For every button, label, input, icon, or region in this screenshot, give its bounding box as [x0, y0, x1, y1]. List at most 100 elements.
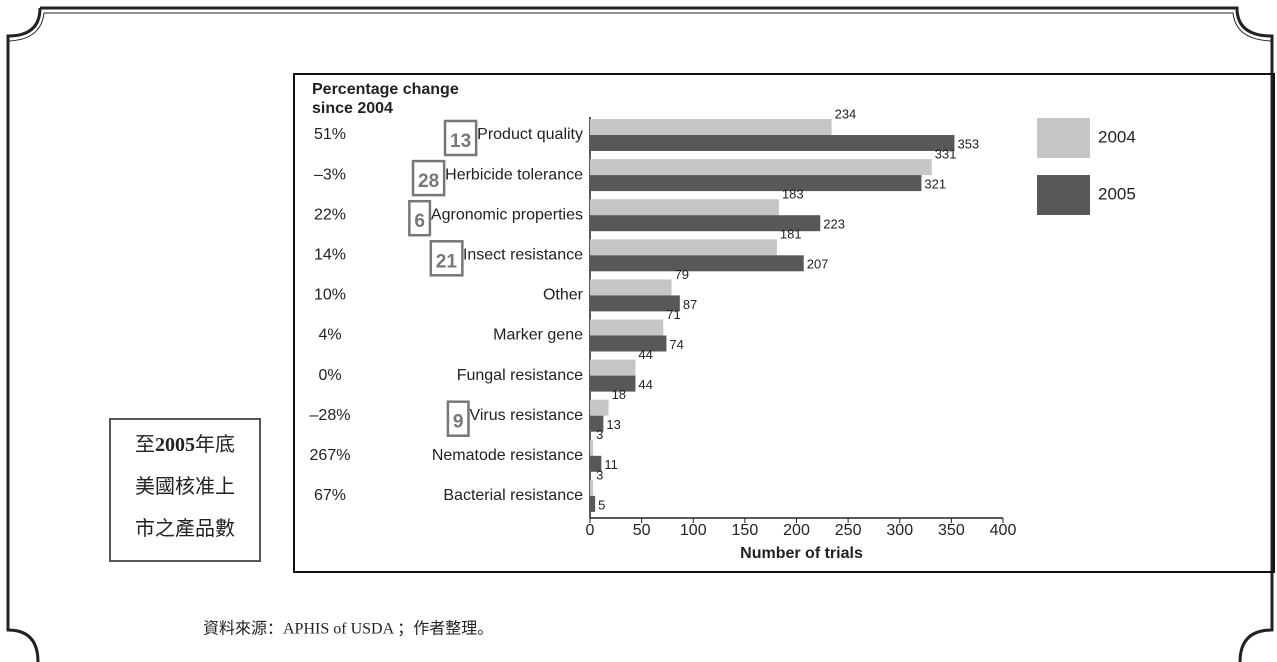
x-tick-label: 100 — [680, 522, 707, 539]
value-label: 44 — [638, 347, 652, 362]
x-tick-label: 250 — [835, 522, 862, 539]
legend-swatch — [1037, 118, 1090, 158]
value-label: 183 — [782, 187, 804, 202]
side-note-part: 年底 — [195, 433, 235, 456]
value-label: 87 — [683, 297, 697, 312]
bar — [590, 479, 594, 496]
bar — [590, 495, 596, 512]
percent-change: –3% — [314, 166, 346, 183]
side-note: 美國核准上 — [135, 475, 235, 498]
percent-change: 14% — [314, 247, 346, 264]
bar — [590, 319, 664, 336]
percent-change: 267% — [310, 447, 351, 464]
x-tick-label: 150 — [732, 522, 759, 539]
category-label: Marker gene — [493, 327, 583, 344]
category-label: Herbicide tolerance — [445, 166, 583, 183]
approved-box — [446, 400, 470, 437]
x-tick-label: 350 — [938, 522, 965, 539]
value-label: 234 — [835, 106, 857, 121]
bar — [590, 399, 609, 416]
frame-inner — [7, 12, 1273, 42]
value-label: 181 — [780, 227, 802, 242]
bar — [590, 295, 680, 312]
approved-count: 13 — [450, 131, 471, 152]
legend-label: 2005 — [1098, 184, 1136, 203]
bar — [590, 359, 636, 376]
category-label: Fungal resistance — [457, 367, 583, 384]
bar — [590, 415, 604, 432]
approved-box — [411, 159, 446, 197]
percent-change: 4% — [318, 327, 341, 344]
percent-change: 0% — [318, 367, 341, 384]
column-header: since 2004 — [312, 100, 393, 117]
x-tick-label: 300 — [886, 522, 913, 539]
value-label: 44 — [638, 377, 652, 392]
value-label: 74 — [669, 337, 683, 352]
value-label: 71 — [666, 307, 680, 322]
value-label: 353 — [957, 136, 979, 151]
category-label: Nematode resistance — [432, 447, 583, 464]
value-label: 331 — [935, 147, 957, 162]
source: 資料來源：APHIS of USDA ；作者整理。 — [203, 620, 493, 638]
side-note-part: 美國核准上 — [135, 475, 235, 498]
x-tick-label: 0 — [586, 522, 595, 539]
value-label: 3 — [596, 427, 603, 442]
approved-box — [408, 199, 432, 237]
bar — [590, 215, 821, 232]
value-label: 79 — [675, 267, 689, 282]
legend-label: 2004 — [1098, 127, 1136, 146]
bar — [590, 239, 777, 256]
value-label: 207 — [807, 257, 829, 272]
approved-box — [443, 119, 478, 157]
value-label: 5 — [598, 497, 605, 512]
value-label: 223 — [823, 217, 845, 232]
percent-change: –28% — [310, 407, 351, 424]
x-axis-label: Number of trials — [740, 545, 863, 562]
percent-change: 67% — [314, 487, 346, 504]
bar — [590, 255, 804, 272]
approved-box — [429, 240, 464, 277]
percent-change: 10% — [314, 287, 346, 304]
x-tick-label: 200 — [783, 522, 810, 539]
percent-change: 22% — [314, 206, 346, 223]
chart-box — [293, 73, 1275, 573]
legend-swatch — [1037, 175, 1090, 215]
category-label: Virus resistance — [469, 407, 583, 424]
category-label: Bacterial resistance — [443, 487, 583, 504]
side-box — [109, 418, 261, 562]
x-tick-label: 400 — [990, 522, 1017, 539]
side-note: 市之產品數 — [135, 517, 235, 540]
category-label: Product quality — [477, 126, 583, 143]
category-label: Other — [543, 287, 584, 304]
bar — [590, 455, 602, 472]
category-label: Agronomic properties — [431, 206, 583, 223]
bar — [590, 135, 955, 151]
bar — [590, 375, 636, 392]
approved-count: 9 — [453, 412, 464, 433]
side-note-part: 市之產品數 — [135, 517, 235, 540]
bar — [590, 175, 922, 192]
approved-count: 21 — [436, 251, 458, 272]
bar — [590, 119, 832, 135]
percent-change: 51% — [314, 126, 346, 143]
bar — [590, 199, 779, 216]
bar — [590, 279, 672, 296]
bar — [590, 159, 932, 176]
bar — [590, 335, 667, 352]
side-note-part: 至 — [135, 434, 155, 456]
value-label: 11 — [604, 457, 618, 472]
side-note: 至2005年底 — [135, 433, 235, 456]
x-tick-label: 50 — [633, 522, 651, 539]
column-header: Percentage change — [312, 81, 459, 98]
approved-count: 28 — [418, 171, 439, 192]
value-label: 13 — [606, 417, 620, 432]
bar — [590, 439, 594, 456]
value-label: 18 — [612, 387, 626, 402]
side-note-part: 2005 — [155, 434, 195, 456]
category-label: Insect resistance — [463, 247, 583, 264]
value-label: 3 — [596, 467, 603, 482]
frame — [6, 6, 1274, 662]
value-label: 321 — [924, 177, 946, 192]
approved-count: 6 — [414, 211, 425, 232]
